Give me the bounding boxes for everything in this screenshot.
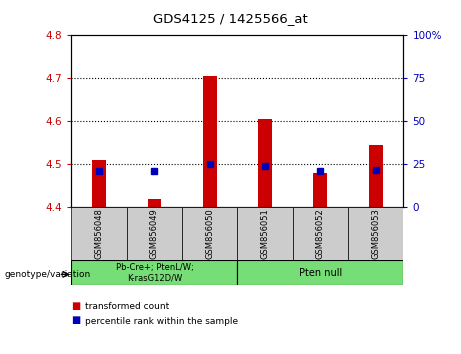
Bar [237, 207, 293, 260]
Text: Pten null: Pten null [299, 268, 342, 278]
Text: transformed count: transformed count [85, 302, 170, 312]
Text: ■: ■ [71, 301, 81, 311]
Bar [182, 207, 237, 260]
Text: GSM856049: GSM856049 [150, 208, 159, 259]
Bar [148, 199, 161, 207]
Text: Pb-Cre+; PtenL/W;
K-rasG12D/W: Pb-Cre+; PtenL/W; K-rasG12D/W [116, 263, 193, 282]
Bar [369, 145, 383, 207]
Text: GSM856051: GSM856051 [260, 208, 270, 259]
Bar [258, 119, 272, 207]
Text: genotype/variation: genotype/variation [5, 270, 91, 279]
Bar [293, 207, 348, 260]
Text: GSM856053: GSM856053 [371, 208, 380, 259]
Bar [71, 260, 237, 285]
Text: ■: ■ [71, 315, 81, 325]
Text: percentile rank within the sample: percentile rank within the sample [85, 316, 238, 326]
Bar [203, 76, 217, 207]
Bar [313, 173, 327, 207]
Bar [71, 207, 127, 260]
Text: GDS4125 / 1425566_at: GDS4125 / 1425566_at [153, 12, 308, 25]
Bar [237, 260, 403, 285]
Text: GSM856048: GSM856048 [95, 208, 104, 259]
Bar [127, 207, 182, 260]
Bar [348, 207, 403, 260]
Bar [92, 160, 106, 207]
Text: GSM856050: GSM856050 [205, 208, 214, 259]
Text: GSM856052: GSM856052 [316, 208, 325, 259]
